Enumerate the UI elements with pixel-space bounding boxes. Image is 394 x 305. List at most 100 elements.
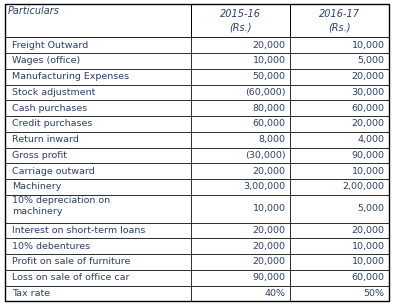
Text: 10,000: 10,000 <box>351 257 385 267</box>
Bar <box>5 132 191 148</box>
Bar <box>290 270 389 285</box>
Bar <box>191 163 290 179</box>
Bar <box>5 100 191 116</box>
Bar <box>290 238 389 254</box>
Text: 10,000: 10,000 <box>351 41 385 50</box>
Text: 8,000: 8,000 <box>258 135 286 144</box>
Bar <box>5 254 191 270</box>
Text: Interest on short-term loans: Interest on short-term loans <box>12 226 145 235</box>
Bar <box>191 53 290 69</box>
Text: 3,00,000: 3,00,000 <box>243 182 286 192</box>
Text: 60,000: 60,000 <box>351 104 385 113</box>
Text: 4,000: 4,000 <box>357 135 385 144</box>
Text: Profit on sale of furniture: Profit on sale of furniture <box>12 257 130 267</box>
Text: 80,000: 80,000 <box>253 104 286 113</box>
Text: 2015-16
(Rs.): 2015-16 (Rs.) <box>220 9 261 32</box>
Text: 20,000: 20,000 <box>253 242 286 251</box>
Bar <box>191 270 290 285</box>
Bar <box>191 148 290 163</box>
Bar <box>191 69 290 84</box>
Text: Freight Outward: Freight Outward <box>12 41 88 50</box>
Text: Loss on sale of office car: Loss on sale of office car <box>12 273 129 282</box>
Bar <box>290 69 389 84</box>
Text: 20,000: 20,000 <box>351 119 385 128</box>
Bar <box>290 195 389 223</box>
Text: Return inward: Return inward <box>12 135 79 144</box>
Bar <box>5 69 191 84</box>
Text: Particulars: Particulars <box>8 6 60 16</box>
Text: Manufacturing Expenses: Manufacturing Expenses <box>12 72 129 81</box>
Bar <box>5 270 191 285</box>
Bar <box>290 116 389 132</box>
Bar <box>191 238 290 254</box>
Text: 90,000: 90,000 <box>351 151 385 160</box>
Bar <box>191 285 290 301</box>
Bar <box>5 238 191 254</box>
Text: 5,000: 5,000 <box>357 204 385 213</box>
Text: 10% depreciation on
machinery: 10% depreciation on machinery <box>12 196 110 217</box>
Text: Credit purchases: Credit purchases <box>12 119 92 128</box>
Bar <box>5 223 191 238</box>
Text: 40%: 40% <box>264 289 286 298</box>
Text: 20,000: 20,000 <box>253 257 286 267</box>
Bar <box>191 4 290 37</box>
Text: 2,00,000: 2,00,000 <box>342 182 385 192</box>
Text: (30,000): (30,000) <box>245 151 286 160</box>
Bar <box>5 179 191 195</box>
Bar <box>191 223 290 238</box>
Bar <box>290 132 389 148</box>
Text: (60,000): (60,000) <box>245 88 286 97</box>
Bar <box>191 132 290 148</box>
Bar <box>191 195 290 223</box>
Text: Stock adjustment: Stock adjustment <box>12 88 95 97</box>
Text: 20,000: 20,000 <box>253 226 286 235</box>
Bar <box>290 4 389 37</box>
Bar <box>5 4 191 37</box>
Bar <box>290 285 389 301</box>
Bar <box>290 53 389 69</box>
Bar <box>290 100 389 116</box>
Text: Cash purchases: Cash purchases <box>12 104 87 113</box>
Bar <box>290 163 389 179</box>
Text: 60,000: 60,000 <box>253 119 286 128</box>
Text: 30,000: 30,000 <box>351 88 385 97</box>
Bar <box>191 37 290 53</box>
Text: 10,000: 10,000 <box>351 167 385 176</box>
Text: Machinery: Machinery <box>12 182 61 192</box>
Bar <box>290 148 389 163</box>
Bar <box>5 37 191 53</box>
Bar <box>290 179 389 195</box>
Bar <box>290 37 389 53</box>
Text: 20,000: 20,000 <box>351 72 385 81</box>
Text: 5,000: 5,000 <box>357 56 385 65</box>
Text: 2016-17
(Rs.): 2016-17 (Rs.) <box>319 9 360 32</box>
Text: 20,000: 20,000 <box>253 167 286 176</box>
Text: 10,000: 10,000 <box>253 56 286 65</box>
Bar <box>5 163 191 179</box>
Bar <box>5 285 191 301</box>
Text: 50,000: 50,000 <box>253 72 286 81</box>
Text: 10% debentures: 10% debentures <box>12 242 90 251</box>
Bar <box>290 254 389 270</box>
Text: 10,000: 10,000 <box>253 204 286 213</box>
Text: Carriage outward: Carriage outward <box>12 167 95 176</box>
Bar <box>5 195 191 223</box>
Text: 50%: 50% <box>364 289 385 298</box>
Bar <box>191 179 290 195</box>
Text: 20,000: 20,000 <box>351 226 385 235</box>
Bar <box>191 100 290 116</box>
Text: 10,000: 10,000 <box>351 242 385 251</box>
Text: Wages (office): Wages (office) <box>12 56 80 65</box>
Bar <box>191 116 290 132</box>
Bar <box>5 148 191 163</box>
Bar <box>5 116 191 132</box>
Bar <box>191 254 290 270</box>
Bar <box>5 84 191 100</box>
Text: Tax rate: Tax rate <box>12 289 50 298</box>
Bar <box>5 53 191 69</box>
Bar <box>191 84 290 100</box>
Text: Gross profit: Gross profit <box>12 151 67 160</box>
Text: 90,000: 90,000 <box>253 273 286 282</box>
Bar <box>290 84 389 100</box>
Bar <box>290 223 389 238</box>
